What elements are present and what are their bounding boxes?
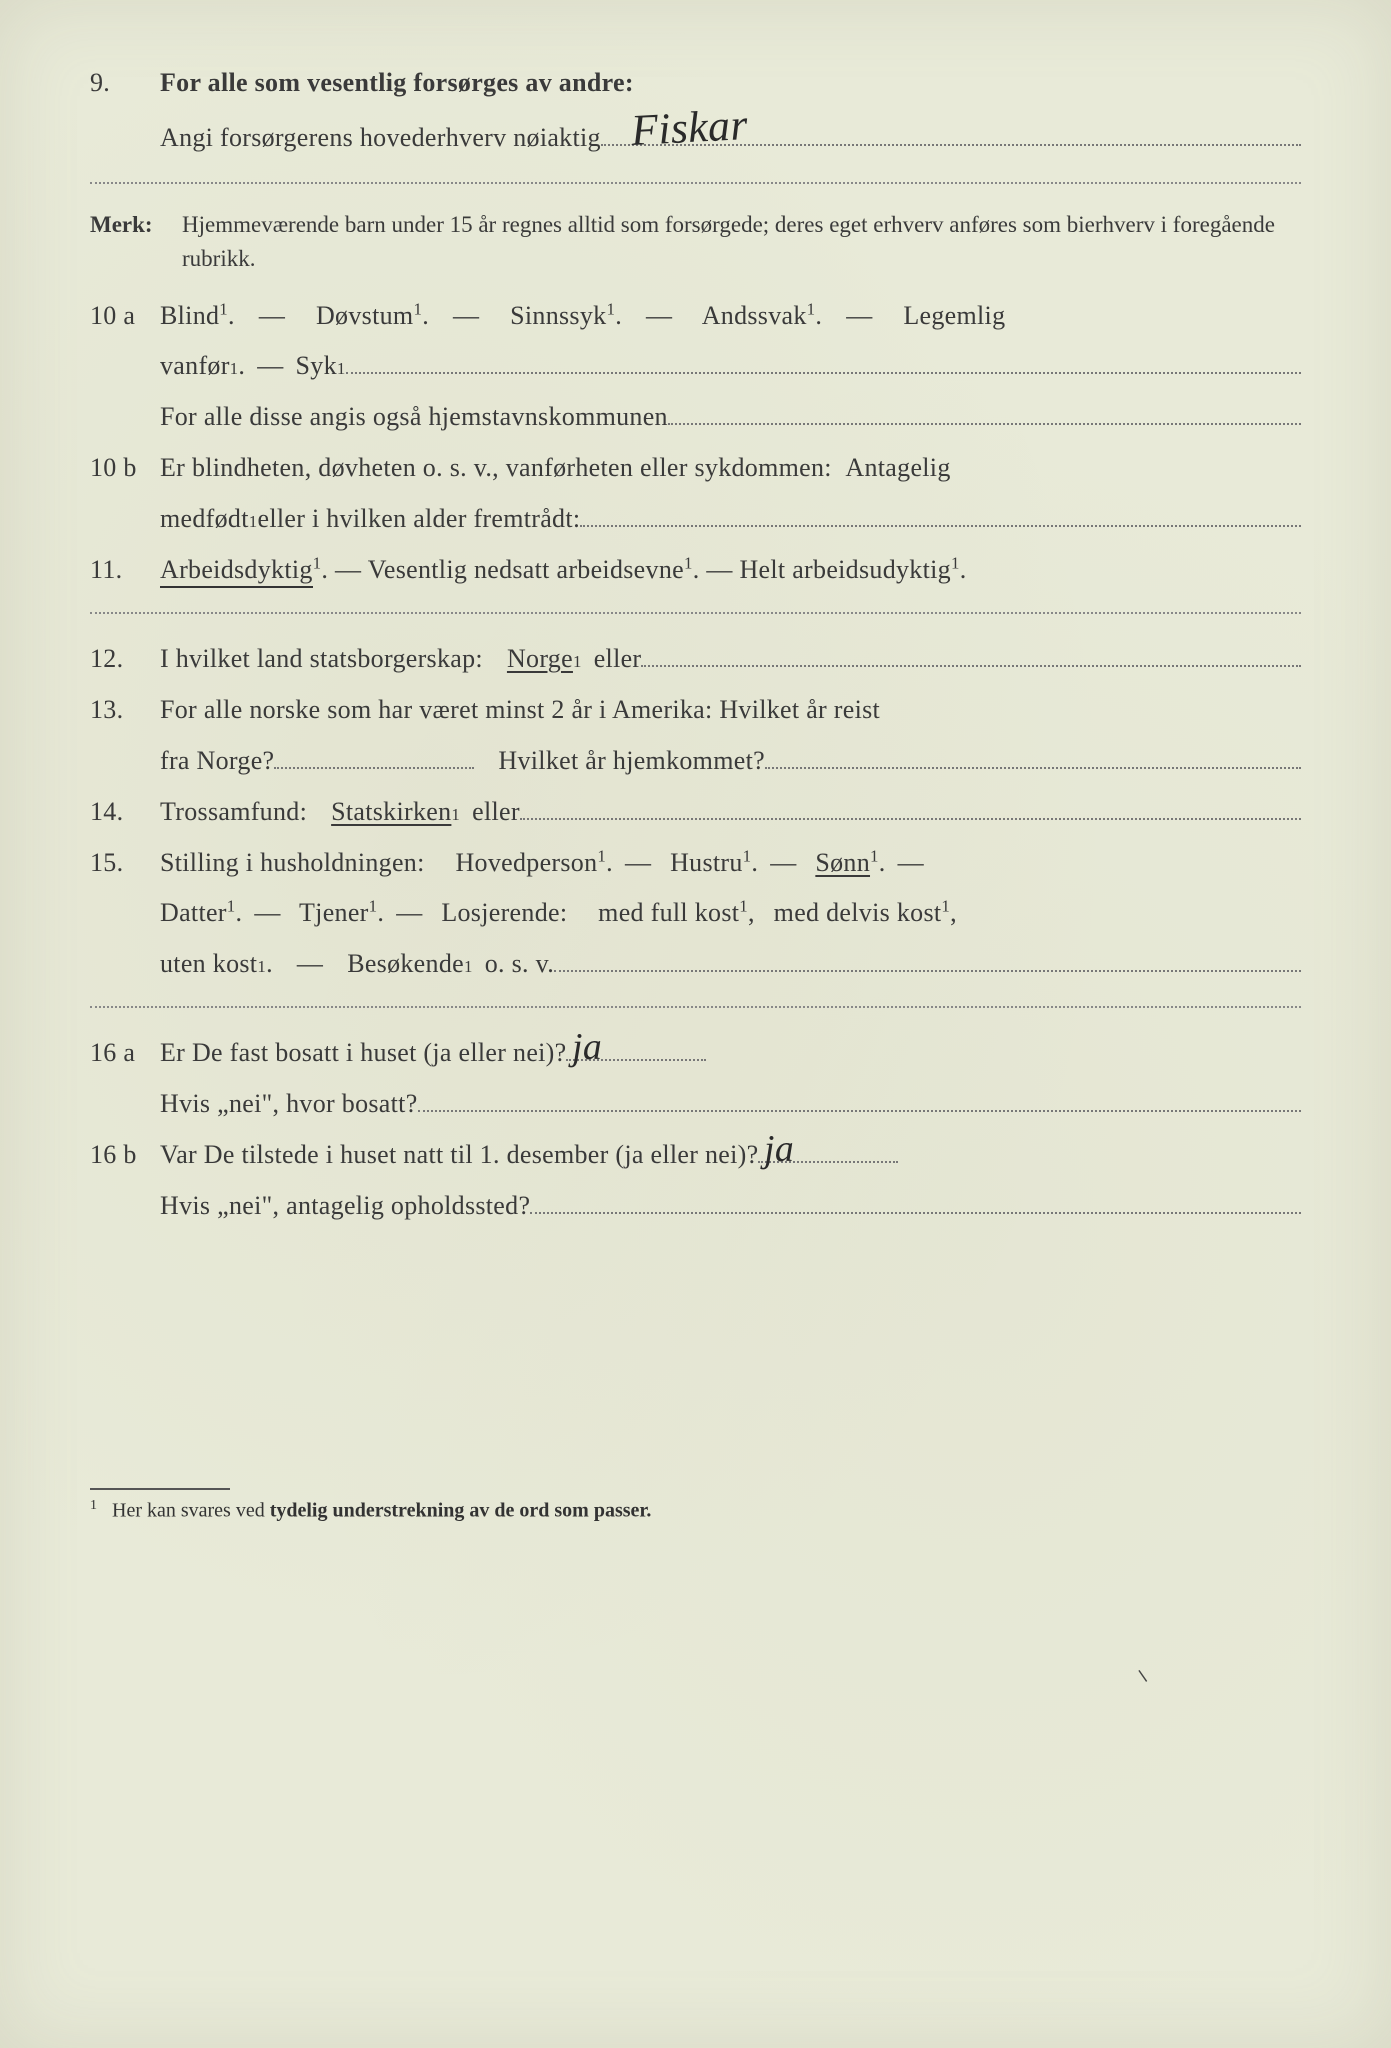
q16b-line2-text: Hvis „nei", antagelig opholdssted?	[160, 1185, 530, 1228]
q15-number: 15.	[90, 842, 160, 885]
q10a-number: 10 a	[90, 295, 160, 338]
stray-mark: ⸜	[1134, 1649, 1154, 1689]
divider	[90, 1006, 1301, 1008]
q16b-answer-field[interactable]: ja	[758, 1134, 898, 1177]
question-10b: 10 b Er blindheten, døvheten o. s. v., v…	[90, 447, 1301, 490]
q10a-blank[interactable]	[346, 346, 1301, 375]
q12-blank[interactable]	[641, 638, 1301, 667]
q15-bes: Besøkende	[347, 943, 464, 986]
q15-suffix: o. s. v.	[485, 943, 554, 986]
question-15: 15. Stilling i husholdningen: Hovedperso…	[90, 842, 1301, 885]
q13-blank2[interactable]	[765, 740, 1301, 769]
q10b-suffix: eller i hvilken alder fremtrådt:	[258, 498, 581, 541]
question-16b-line2: Hvis „nei", antagelig opholdssted?	[90, 1185, 1301, 1228]
question-13-cont: fra Norge? Hvilket år hjemkommet?	[90, 740, 1301, 783]
merk-note: Merk: Hjemmeværende barn under 15 år reg…	[90, 208, 1301, 277]
q10b-number: 10 b	[90, 447, 160, 490]
question-11: 11. Arbeidsdyktig1. — Vesentlig nedsatt …	[90, 549, 1301, 592]
q9-answer-field[interactable]: Fiskar	[601, 115, 1301, 162]
q16a-line1: Er De fast bosatt i huset (ja eller nei)…	[160, 1032, 566, 1075]
q16b-handwritten: ja	[764, 1118, 795, 1181]
q15-los3: uten kost	[160, 943, 257, 986]
q9-number: 9.	[90, 60, 160, 107]
q10a-line2-blank[interactable]	[668, 397, 1301, 426]
q16b-number: 16 b	[90, 1134, 160, 1177]
question-16b: 16 b Var De tilstede i huset natt til 1.…	[90, 1134, 1301, 1177]
q16a-line2-text: Hvis „nei", hvor bosatt?	[160, 1083, 418, 1126]
q15-opt-tjener: Tjener	[299, 898, 369, 927]
divider	[90, 182, 1301, 184]
footnote: 1 Her kan svares ved tydelig understrekn…	[90, 1498, 1301, 1523]
question-9-line2: Angi forsørgerens hovederhverv nøiaktig …	[90, 115, 1301, 162]
q10a-opt-syk: Syk	[296, 345, 337, 388]
q15-los-prefix: Losjerende:	[441, 898, 567, 927]
divider	[90, 612, 1301, 614]
q16a-answer-field[interactable]: ja	[566, 1032, 706, 1075]
q12-opt-norge: Norge	[507, 638, 573, 681]
q16a-number: 16 a	[90, 1032, 160, 1075]
q10b-medfodt: medfødt	[160, 498, 249, 541]
q13-line2a: fra Norge?	[160, 740, 274, 783]
question-16a-line2: Hvis „nei", hvor bosatt?	[90, 1083, 1301, 1126]
q10a-opt-andssvak: Andssvak	[702, 301, 807, 330]
q10a-opt-legemlig: Legemlig	[903, 301, 1005, 330]
q12-number: 12.	[90, 638, 160, 681]
q15-blank[interactable]	[554, 944, 1301, 973]
q11-opt2: Vesentlig nedsatt arbeidsevne	[368, 555, 684, 584]
q10a-line2-text: For alle disse angis også hjemstavnskomm…	[160, 396, 668, 439]
q9-line2-prefix: Angi forsørgerens hovederhverv nøiaktig	[160, 115, 601, 162]
question-12: 12. I hvilket land statsborgerskap: Norg…	[90, 638, 1301, 681]
q16b-line1: Var De tilstede i huset natt til 1. dese…	[160, 1134, 758, 1177]
q10a-opt-blind: Blind	[160, 301, 219, 330]
footnote-marker: 1	[90, 1498, 97, 1513]
q15-opt-datter: Datter	[160, 898, 227, 927]
merk-label: Merk:	[90, 208, 182, 243]
merk-text: Hjemmeværende barn under 15 år regnes al…	[182, 208, 1301, 277]
q13-line1: For alle norske som har været minst 2 år…	[160, 689, 1301, 732]
q13-blank1[interactable]	[274, 740, 474, 769]
q11-number: 11.	[90, 549, 160, 592]
q15-opt-hovedperson: Hovedperson	[455, 848, 597, 877]
document-page: 9. For alle som vesentlig forsørges av a…	[0, 0, 1391, 2048]
question-10a-cont: vanfør1.— Syk1	[90, 345, 1301, 388]
q13-number: 13.	[90, 689, 160, 732]
question-16a: 16 a Er De fast bosatt i huset (ja eller…	[90, 1032, 1301, 1075]
question-10a-line2: For alle disse angis også hjemstavnskomm…	[90, 396, 1301, 439]
q10a-opt-dovstum: Døvstum	[316, 301, 413, 330]
q15-los2: med delvis kost	[774, 898, 942, 927]
q12-prefix: I hvilket land statsborgerskap:	[160, 638, 483, 681]
footnote-text-pre: Her kan svares ved	[102, 1499, 270, 1521]
q14-prefix: Trossamfund:	[160, 791, 307, 834]
footnote-rule	[90, 1488, 230, 1490]
q13-line2b: Hvilket år hjemkommet?	[498, 740, 765, 783]
q12-suffix: eller	[594, 638, 642, 681]
q16a-blank[interactable]	[418, 1083, 1301, 1112]
q9-handwritten: Fiskar	[629, 85, 750, 170]
q15-prefix: Stilling i husholdningen:	[160, 848, 425, 877]
q14-blank[interactable]	[520, 791, 1301, 820]
q11-opt1: Arbeidsdyktig	[160, 555, 313, 588]
q14-opt: Statskirken	[331, 791, 451, 834]
q10a-opt-vanfor: vanfør	[160, 345, 230, 388]
q10a-opt-sinnssyk: Sinnssyk	[510, 301, 606, 330]
question-14: 14. Trossamfund: Statskirken1 eller	[90, 791, 1301, 834]
q16b-blank[interactable]	[530, 1185, 1301, 1214]
question-15-cont2: uten kost1.— Besøkende1 o. s. v.	[90, 943, 1301, 986]
question-13: 13. For alle norske som har været minst …	[90, 689, 1301, 732]
q10b-blank[interactable]	[580, 499, 1301, 528]
q11-opt3: Helt arbeidsudyktig	[739, 555, 951, 584]
question-10a: 10 a Blind1.— Døvstum1.— Sinnssyk1.— And…	[90, 295, 1301, 338]
q10b-text1: Er blindheten, døvheten o. s. v., vanfør…	[160, 453, 951, 482]
q15-opt-hustru: Hustru	[670, 848, 743, 877]
question-10b-cont: medfødt1 eller i hvilken alder fremtrådt…	[90, 498, 1301, 541]
q14-suffix: eller	[472, 791, 520, 834]
q15-opt-sonn: Sønn	[815, 848, 870, 877]
question-15-cont1: Datter1.— Tjener1.— Losjerende: med full…	[90, 892, 1301, 935]
q15-los1: med full kost	[598, 898, 739, 927]
q16a-handwritten: ja	[572, 1016, 603, 1079]
footnote-bold: tydelig understrekning av de ord som pas…	[270, 1499, 652, 1521]
q14-number: 14.	[90, 791, 160, 834]
